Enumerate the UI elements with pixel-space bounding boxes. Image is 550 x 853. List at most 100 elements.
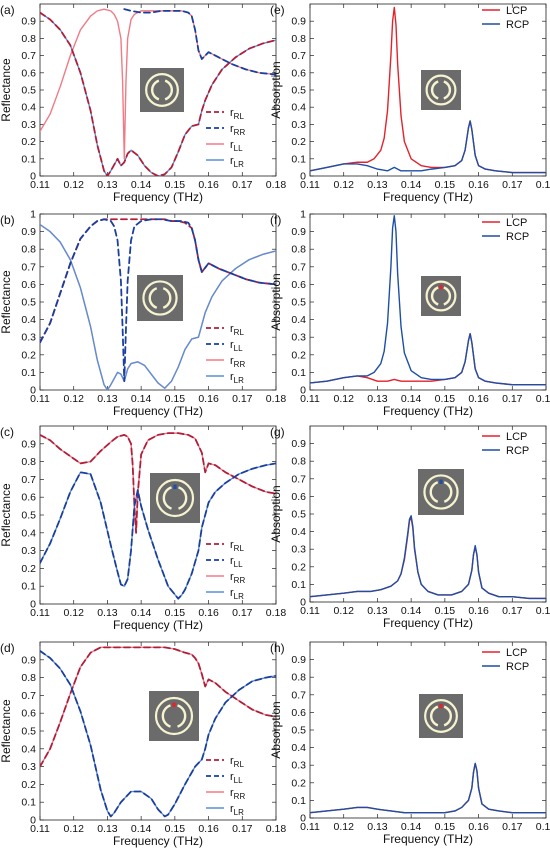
x-tick-label: 0.11 [30, 179, 50, 191]
y-tick-label: 0.8 [291, 456, 306, 468]
x-tick-label: 0.13 [97, 179, 118, 191]
x-tick-label: 0.17 [232, 179, 253, 191]
x-tick-label: 0.17 [232, 607, 253, 619]
legend-label: rRR [230, 571, 245, 585]
legend-label-subscript: LR [234, 592, 244, 601]
panel-g: 0.11 0.12 0.13 0.14 0.15 0.16 0.17 0.18 0 0.1 0.2 0… [269, 425, 550, 630]
legend-label-base: r [230, 555, 234, 567]
split-ring-left [161, 704, 171, 728]
series-group [310, 215, 546, 386]
y-axis-label: Absorption [269, 485, 283, 542]
y-tick-label: 0.6 [21, 279, 36, 291]
y-tick-label: 0.3 [291, 760, 306, 772]
y-axis-label: Reflectance [0, 270, 13, 334]
x-tick-label: 0.18 [266, 179, 287, 191]
y-tick-label: 0 [30, 385, 36, 397]
y-tick-label: 0.5 [21, 85, 36, 97]
legend: LCP RCP [482, 217, 529, 243]
x-axis-label: Frequency (THz) [383, 190, 473, 204]
x-tick-label: 0.13 [367, 605, 388, 617]
y-tick-label: 0.1 [291, 579, 306, 591]
y-tick-label: 0.7 [21, 690, 36, 702]
y-tick-label: 0.5 [21, 510, 36, 522]
legend-label: LCP [506, 647, 527, 659]
legend-label-subscript: RL [234, 328, 245, 337]
legend-label-base: r [230, 123, 234, 135]
y-tick-label: 0.1 [291, 367, 306, 379]
y-tick-label: 0.4 [21, 314, 36, 326]
legend-label: rRR [230, 787, 245, 801]
x-tick-label: 0.11 [300, 605, 320, 617]
panel-b: 0.11 0.12 0.13 0.14 0.15 0.16 0.17 0.18 0 0.1 0.2 0… [0, 209, 286, 419]
y-tick-label: 0.7 [291, 50, 306, 62]
legend-label-base: r [230, 371, 234, 383]
x-tick-label: 0.14 [131, 393, 152, 405]
x-axis-label: Frequency (THz) [113, 404, 203, 418]
legend-label: rLR [230, 371, 244, 385]
x-tick-label: 0.11 [30, 393, 50, 405]
split-ring-left [150, 79, 160, 101]
legend-label: rLR [230, 587, 244, 601]
panel-tag: (a) [0, 3, 15, 17]
y-tick-label: 0.4 [291, 526, 306, 538]
x-tick-label: 0.12 [63, 607, 84, 619]
y-tick-label: 0.1 [21, 153, 36, 165]
y-tick-label: 0.9 [21, 16, 36, 28]
y-tick-label: 0.2 [291, 136, 306, 148]
x-tick-label: 0.15 [165, 607, 186, 619]
y-axis-label: Reflectance [0, 58, 13, 122]
panel-tag: (b) [0, 213, 15, 227]
y-tick-label: 0.1 [291, 153, 306, 165]
y-tick-label: 0 [30, 171, 36, 183]
panel-e: 0.11 0.12 0.13 0.14 0.15 0.16 0.17 0.18 0 0.1 0.2 0… [269, 3, 550, 204]
inset-background [137, 275, 183, 321]
gap-marker [172, 702, 176, 708]
legend-label-subscript: LR [234, 160, 244, 169]
y-tick-label: 0.8 [21, 244, 36, 256]
y-tick-label: 0.9 [291, 654, 306, 666]
panel-tag: (g) [270, 425, 285, 439]
legend-label-base: r [230, 139, 234, 151]
legend-label: rLR [230, 803, 244, 817]
x-tick-label: 0.12 [333, 393, 354, 405]
split-ring-right [443, 80, 452, 100]
panel-h: 0.11 0.12 0.13 0.14 0.15 0.16 0.17 0.18 0 0.1 0.2 0… [269, 641, 550, 846]
legend-label-subscript: LR [234, 808, 244, 817]
y-tick-label: 0.3 [291, 332, 306, 344]
y-tick-label: 0.9 [21, 226, 36, 238]
y-tick-label: 0.6 [21, 67, 36, 79]
x-tick-label: 0.11 [300, 821, 320, 833]
legend-label-base: r [230, 571, 234, 583]
series-line-r-lr [40, 223, 276, 390]
series-group [40, 8, 276, 176]
x-tick-label: 0.12 [63, 823, 84, 835]
y-tick-label: 0.1 [21, 581, 36, 593]
y-tick-label: 0.3 [291, 544, 306, 556]
y-tick-label: 0.3 [21, 761, 36, 773]
y-tick-label: 0.6 [291, 707, 306, 719]
outer-ring [155, 478, 195, 518]
x-tick-label: 0.12 [333, 605, 354, 617]
y-tick-label: 0.4 [291, 314, 306, 326]
y-tick-label: 0.2 [21, 779, 36, 791]
x-tick-label: 0.14 [131, 823, 152, 835]
x-tick-label: 0.16 [198, 393, 219, 405]
x-tick-label: 0.18 [536, 393, 550, 405]
split-ring-right [162, 287, 172, 309]
x-tick-label: 0.15 [165, 179, 186, 191]
legend-label: rRR [230, 123, 245, 137]
y-tick-label: 0.8 [21, 33, 36, 45]
series-group [40, 646, 276, 818]
legend-label-subscript: RR [234, 792, 246, 801]
legend-label: LCP [506, 431, 527, 443]
panel-d: 0.11 0.12 0.13 0.14 0.15 0.16 0.17 0.18 0 0.1 0.2 0… [0, 641, 286, 848]
x-tick-label: 0.18 [536, 605, 550, 617]
series-line-rcp [310, 515, 546, 600]
legend-label-base: r [230, 339, 234, 351]
x-tick-label: 0.14 [131, 179, 152, 191]
y-tick-label: 0.4 [291, 742, 306, 754]
legend-label-subscript: LL [234, 776, 243, 785]
legend-label-subscript: LL [234, 344, 243, 353]
